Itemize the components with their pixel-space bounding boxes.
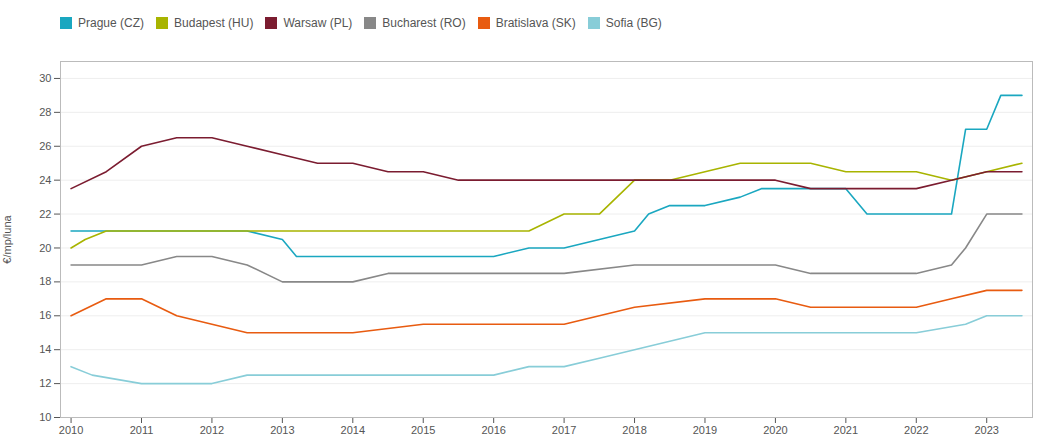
svg-text:2022: 2022 (904, 424, 928, 436)
svg-text:€/mp/luna: €/mp/luna (1, 214, 13, 263)
html-text:Sofia (BG): Sofia (BG) (605, 15, 662, 30)
svg-text:2016: 2016 (481, 424, 505, 436)
svg-text:2019: 2019 (693, 424, 717, 436)
svg-text:30: 30 (39, 72, 51, 84)
html-text:Warsaw (PL): Warsaw (PL) (283, 15, 353, 30)
svg-text:2010: 2010 (59, 424, 83, 436)
svg-text:18: 18 (39, 275, 51, 287)
html-text:Prague (CZ): Prague (CZ) (78, 15, 144, 30)
svg-text:12: 12 (39, 377, 51, 389)
svg-text:16: 16 (39, 309, 51, 321)
svg-text:2013: 2013 (270, 424, 294, 436)
svg-text:2020: 2020 (763, 424, 787, 436)
svg-text:14: 14 (39, 343, 51, 355)
svg-text:24: 24 (39, 174, 51, 186)
svg-text:20: 20 (39, 241, 51, 253)
svg-text:2012: 2012 (200, 424, 224, 436)
svg-text:2021: 2021 (834, 424, 858, 436)
svg-text:10: 10 (39, 411, 51, 423)
html-text:Budapest (HU): Budapest (HU) (174, 15, 254, 30)
svg-text:2018: 2018 (622, 424, 646, 436)
svg-text:26: 26 (39, 140, 51, 152)
svg-text:2017: 2017 (552, 424, 576, 436)
svg-text:2023: 2023 (974, 424, 998, 436)
svg-text:2011: 2011 (130, 424, 154, 436)
svg-text:2014: 2014 (341, 424, 365, 436)
html-text:Bucharest (RO): Bucharest (RO) (382, 15, 466, 30)
svg-text:2015: 2015 (411, 424, 435, 436)
svg-text:22: 22 (39, 208, 51, 220)
html-text:Bratislava (SK): Bratislava (SK) (495, 15, 576, 30)
svg-text:28: 28 (39, 106, 51, 118)
